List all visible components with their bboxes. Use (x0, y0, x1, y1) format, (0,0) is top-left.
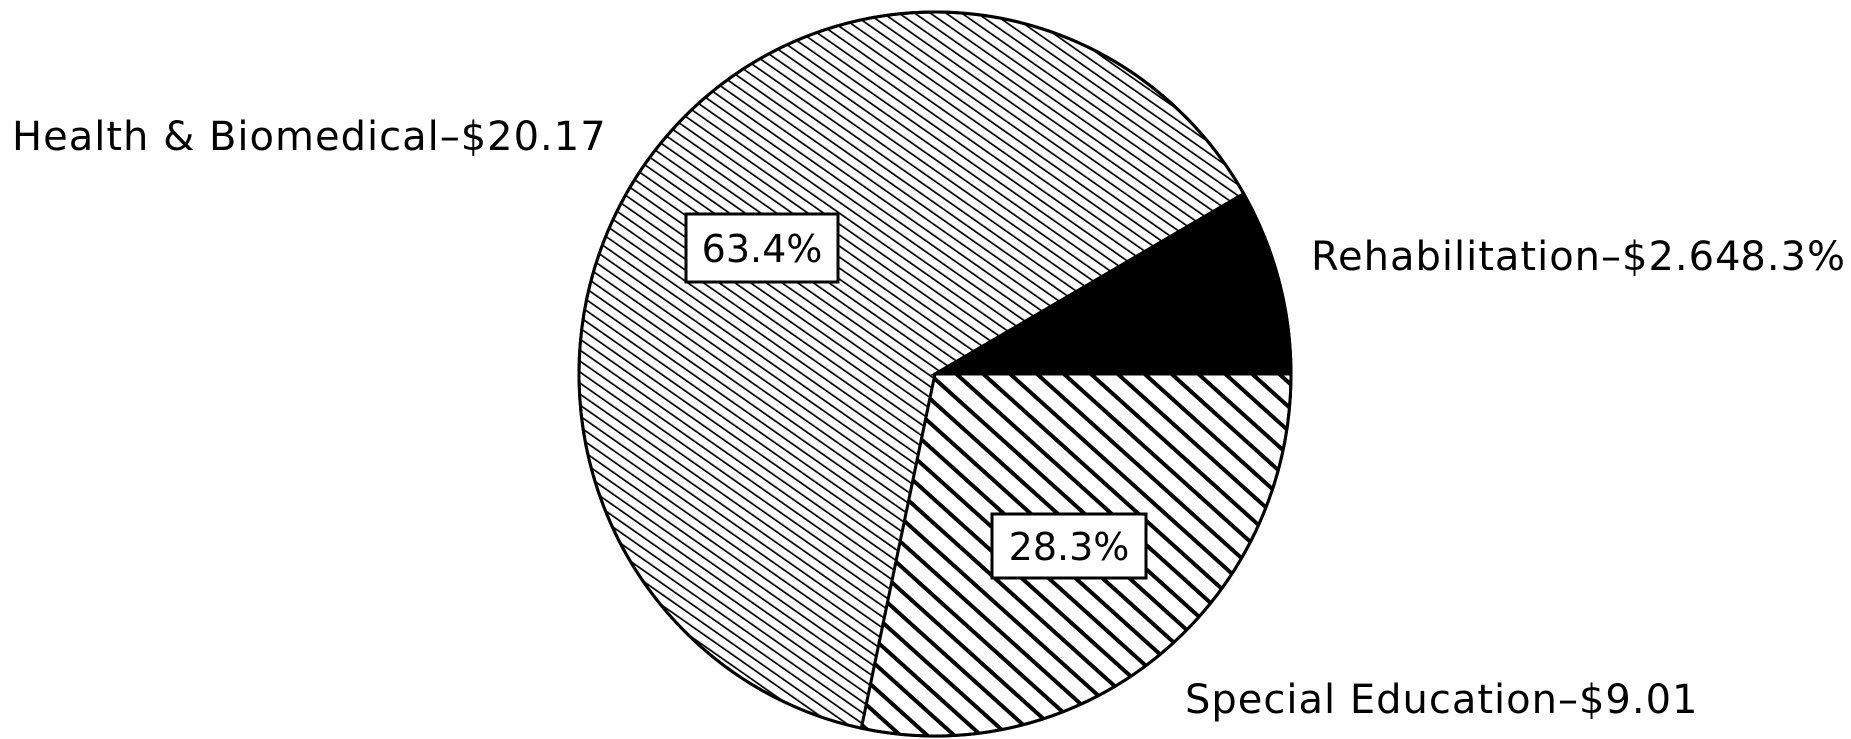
percent-label-health: 63.4% (702, 227, 823, 271)
slice-label-health: Health & Biomedical–$20.17 (12, 114, 607, 160)
percent-box-health: 63.4% (684, 212, 840, 284)
percent-label-rehabilitation: 8.3% (1740, 234, 1846, 280)
slice-label-special-education: Special Education–$9.01 (1185, 677, 1699, 723)
pie-slices (577, 10, 1293, 738)
pie-outline (577, 10, 1293, 738)
percent-box-special-education: 28.3% (990, 512, 1148, 580)
slice-label-rehabilitation: Rehabilitation–$2.64 (1311, 234, 1742, 280)
percent-label-special-education: 28.3% (1009, 525, 1130, 569)
